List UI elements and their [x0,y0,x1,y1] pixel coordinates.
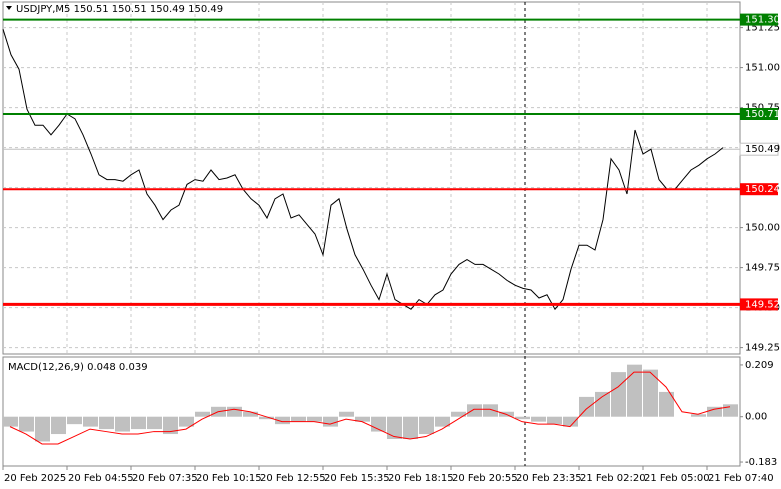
x-tick-label: 20 Feb 18:15 [388,473,454,484]
macd-bar [563,416,578,427]
macd-bar [339,411,354,417]
macd-bar [147,416,162,430]
macd-bar [99,416,114,430]
macd-bar [259,416,274,420]
macd-bar [723,404,738,417]
macd-bar [195,411,210,417]
macd-bar [179,416,194,427]
macd-bar [355,416,370,422]
y-tick-label: 150.00 [745,223,780,234]
macd-panel [2,356,741,467]
macd-bar [579,396,594,417]
x-tick-label: 20 Feb 10:15 [196,473,262,484]
macd-bar [3,416,18,427]
macd-bar [83,416,98,427]
x-tick-label: 20 Feb 20:55 [452,473,518,484]
macd-bar [451,411,466,417]
price-panel [2,1,741,355]
macd-bar [19,416,34,432]
y-tick-label: 151.00 [745,63,780,74]
macd-bar [467,404,482,417]
macd-bar [35,416,50,442]
macd-bar [435,416,450,427]
x-tick-label: 20 Feb 12:55 [260,473,326,484]
y-tick-label: -0.183 [745,457,777,468]
x-tick-label: 21 Feb 07:40 [708,473,774,484]
chart-title: USDJPY,M5 150.51 150.51 150.49 150.49 [16,4,223,15]
macd-bar [707,406,722,417]
x-tick-label: 20 Feb 04:55 [68,473,134,484]
level-label: 150.71 [745,109,780,120]
macd-bar [515,416,530,420]
macd-bar [163,416,178,435]
macd-bar [531,416,546,422]
macd-bar [419,416,434,435]
y-tick-label: 0.00 [745,412,767,423]
macd-bar [115,416,130,432]
x-tick-label: 20 Feb 15:35 [324,473,390,484]
x-tick-label: 20 Feb 23:35 [516,473,582,484]
macd-bar [483,404,498,417]
macd-bar [387,416,402,439]
last-price-label: 150.49 [745,144,780,155]
macd-title: MACD(12,26,9) 0.048 0.039 [8,362,148,373]
macd-bar [595,391,610,417]
level-label-box [740,298,778,311]
collapse-icon[interactable] [6,6,12,10]
level-label-box [740,108,778,120]
y-tick-label: 151.25 [745,23,780,34]
level-label: 151.30 [745,15,780,26]
level-label: 150.24 [745,184,780,195]
y-tick-label: 149.75 [745,263,780,274]
last-price-box [739,142,779,156]
macd-bar [227,406,242,417]
signal-line [9,371,731,445]
x-tick-label: 21 Feb 02:20 [580,473,646,484]
x-tick-label: 21 Feb 05:00 [644,473,710,484]
macd-bar [691,414,706,417]
macd-bar [643,369,658,417]
x-tick-label: 20 Feb 2025 [4,473,66,484]
y-tick-label: 149.25 [745,343,780,354]
macd-bar [243,411,258,417]
macd-bar [627,364,642,417]
macd-bar [611,372,626,417]
price-line [2,29,724,311]
level-label: 149.52 [745,299,780,310]
level-label-box [740,183,778,196]
macd-bar [291,416,306,422]
macd-bar [403,416,418,439]
macd-bar [659,391,674,417]
macd-bar [307,416,322,422]
macd-bar [67,416,82,425]
macd-bar [323,416,338,427]
macd-bar [131,416,146,430]
y-tick-label: 0.209 [745,360,774,371]
macd-bar [51,416,66,435]
macd-bar [547,416,562,425]
level-label-box [740,13,778,26]
x-tick-label: 20 Feb 07:35 [132,473,198,484]
macd-bar [275,416,290,425]
